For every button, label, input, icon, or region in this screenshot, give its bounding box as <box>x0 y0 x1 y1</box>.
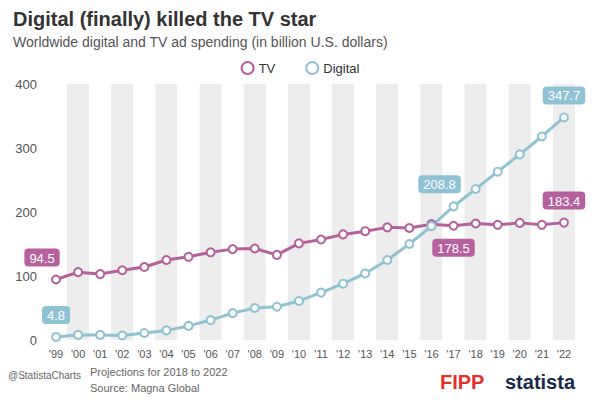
svg-text:'13: '13 <box>358 348 372 360</box>
svg-text:'20: '20 <box>513 348 527 360</box>
svg-text:'00: '00 <box>71 348 85 360</box>
svg-text:'16: '16 <box>424 348 438 360</box>
svg-text:'02: '02 <box>115 348 129 360</box>
svg-text:'21: '21 <box>535 348 549 360</box>
svg-text:'10: '10 <box>292 348 306 360</box>
svg-text:'08: '08 <box>248 348 262 360</box>
svg-text:'18: '18 <box>468 348 482 360</box>
svg-text:'15: '15 <box>402 348 416 360</box>
svg-text:Projections for 2018 to 2022: Projections for 2018 to 2022 <box>90 366 228 378</box>
svg-text:Digital (finally) killed the T: Digital (finally) killed the TV star <box>13 8 317 30</box>
svg-text:Source: Magna Global: Source: Magna Global <box>90 382 199 394</box>
svg-text:TV: TV <box>259 61 276 76</box>
svg-text:208.8: 208.8 <box>423 177 456 192</box>
svg-text:Digital: Digital <box>323 61 359 76</box>
svg-text:'19: '19 <box>491 348 505 360</box>
svg-text:300: 300 <box>15 141 37 156</box>
svg-text:@StatistaCharts: @StatistaCharts <box>8 370 81 381</box>
svg-text:'03: '03 <box>137 348 151 360</box>
svg-text:100: 100 <box>15 269 37 284</box>
svg-text:'01: '01 <box>93 348 107 360</box>
svg-text:183.4: 183.4 <box>548 194 581 209</box>
svg-text:347.7: 347.7 <box>548 88 581 103</box>
svg-text:4.8: 4.8 <box>47 308 65 323</box>
svg-text:Worldwide digital and TV ad sp: Worldwide digital and TV ad spending (in… <box>13 34 388 50</box>
svg-text:statista: statista <box>505 371 576 393</box>
svg-text:'14: '14 <box>380 348 394 360</box>
svg-text:178.5: 178.5 <box>437 241 470 256</box>
svg-text:'04: '04 <box>159 348 173 360</box>
svg-text:'99: '99 <box>49 348 63 360</box>
svg-text:'11: '11 <box>314 348 328 360</box>
svg-text:'05: '05 <box>181 348 195 360</box>
svg-text:'07: '07 <box>226 348 240 360</box>
svg-text:'22: '22 <box>557 348 571 360</box>
svg-text:FIPP: FIPP <box>440 371 484 393</box>
svg-text:'06: '06 <box>203 348 217 360</box>
svg-text:'17: '17 <box>446 348 460 360</box>
svg-text:400: 400 <box>15 77 37 92</box>
svg-text:'12: '12 <box>336 348 350 360</box>
svg-text:0: 0 <box>30 333 37 348</box>
svg-text:94.5: 94.5 <box>29 251 54 266</box>
svg-text:200: 200 <box>15 205 37 220</box>
svg-text:'09: '09 <box>270 348 284 360</box>
